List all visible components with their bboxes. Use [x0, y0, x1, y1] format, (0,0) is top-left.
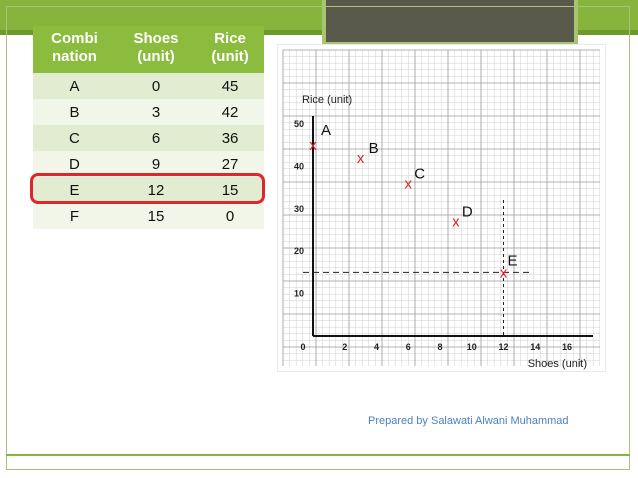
data-point-marker: x [405, 175, 413, 192]
cell-shoes: 9 [115, 151, 197, 177]
header-combination: Combi nation [33, 26, 116, 73]
data-point-marker: x [357, 150, 365, 167]
data-point-label: D [462, 204, 473, 221]
cell-rice: 45 [196, 73, 264, 99]
x-tick-label: 10 [467, 342, 477, 352]
table-row: F 15 0 [33, 203, 264, 229]
footer-line [6, 454, 630, 456]
cell-shoes: 0 [115, 73, 197, 99]
y-axis-label: Rice (unit) [302, 94, 352, 106]
cell-rice: 42 [196, 99, 264, 125]
ppf-chart: Rice (unit) Shoes (unit) 0 2 4 6 8 10 12 14 16 1… [276, 43, 607, 373]
table-row: D 9 27 [33, 151, 264, 177]
table-header-row: Combi nation Shoes (unit) Rice (unit) [33, 26, 264, 73]
cell-combination: E [33, 177, 116, 203]
cell-rice: 15 [196, 177, 264, 203]
header-shoes: Shoes (unit) [115, 26, 197, 73]
chart-svg: Rice (unit) Shoes (unit) 0 2 4 6 8 10 12 14 16 1… [276, 43, 607, 373]
footer-credit: Prepared by Salawati Alwani Muhammad [368, 415, 569, 427]
x-tick-label: 14 [530, 342, 540, 352]
cell-shoes: 6 [115, 125, 197, 151]
x-tick-label: 0 [300, 342, 305, 352]
cell-combination: D [33, 151, 116, 177]
y-tick-label: 40 [294, 161, 304, 171]
cell-combination: A [33, 73, 116, 99]
table-row: C 6 36 [33, 125, 264, 151]
data-point-marker: x [452, 214, 460, 231]
data-point-marker: x [500, 264, 508, 281]
x-tick-label: 12 [498, 342, 508, 352]
x-tick-label: 4 [374, 342, 379, 352]
y-tick-label: 20 [294, 246, 304, 256]
x-axis-label: Shoes (unit) [528, 358, 587, 370]
data-point-label: B [369, 140, 379, 157]
x-tick-label: 8 [437, 342, 442, 352]
cell-shoes: 12 [115, 177, 197, 203]
cell-combination: F [33, 203, 116, 229]
x-tick-label: 2 [342, 342, 347, 352]
y-tick-label: 10 [294, 289, 304, 299]
slide-frame [6, 6, 630, 470]
grid-minor [283, 50, 601, 366]
cell-combination: C [33, 125, 116, 151]
table-row-highlighted: E 12 15 [33, 177, 264, 203]
cell-shoes: 3 [115, 99, 197, 125]
cell-shoes: 15 [115, 203, 197, 229]
production-table: Combi nation Shoes (unit) Rice (unit) A 0 4… [33, 26, 264, 229]
x-tick-labels: 0 2 4 6 8 10 12 14 16 [300, 342, 572, 352]
grid-major [282, 49, 600, 366]
guide-lines [303, 200, 533, 336]
table-row: A 0 45 [33, 73, 264, 99]
y-tick-label: 30 [294, 204, 304, 214]
y-tick-label: 50 [294, 119, 304, 129]
cell-combination: B [33, 99, 116, 125]
x-tick-label: 6 [406, 342, 411, 352]
data-point-marker: x [309, 137, 317, 154]
cell-rice: 36 [196, 125, 264, 151]
table-row: B 3 42 [33, 99, 264, 125]
title-tab [322, 0, 578, 46]
row-highlight-circle [30, 173, 265, 204]
header-rice: Rice (unit) [196, 26, 264, 73]
title-bar-strip [0, 30, 638, 35]
x-tick-label: 16 [562, 342, 572, 352]
data-point-label: A [321, 122, 331, 139]
y-tick-labels: 10 20 30 40 50 [294, 119, 304, 299]
data-point-label: C [414, 165, 425, 182]
data-point-label: E [508, 252, 518, 269]
cell-rice: 0 [196, 203, 264, 229]
cell-rice: 27 [196, 151, 264, 177]
